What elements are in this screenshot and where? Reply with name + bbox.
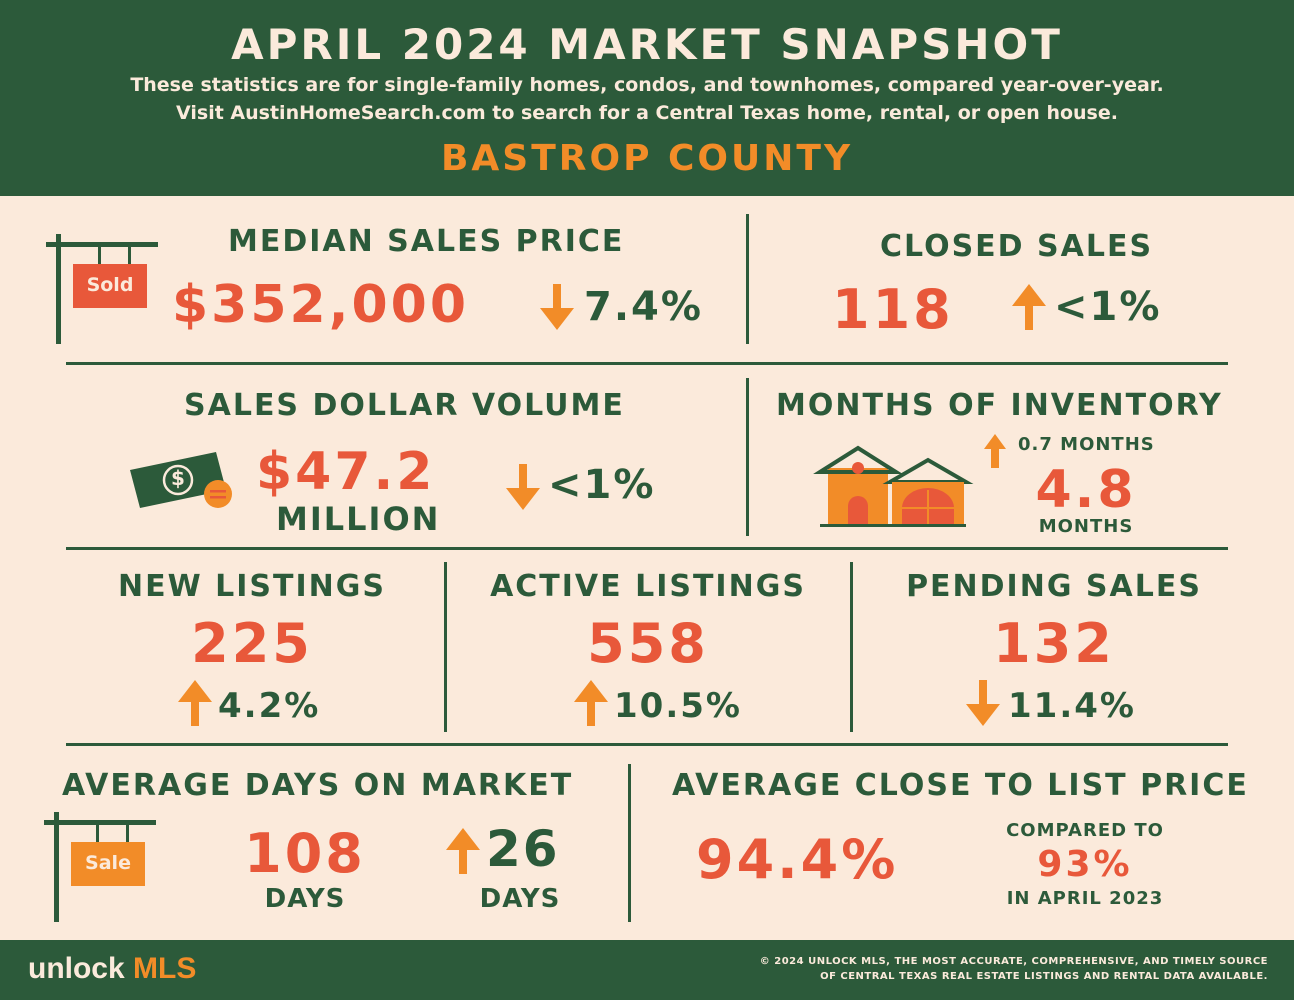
- pending-sales-label: PENDING SALES: [906, 569, 1202, 604]
- sales-dollar-volume-unit: MILLION: [276, 500, 441, 538]
- average-days-on-market-change-unit: DAYS: [479, 884, 561, 914]
- months-of-inventory-change: 0.7 MONTHS: [1018, 434, 1155, 455]
- months-of-inventory-value: 4.8: [1035, 460, 1137, 520]
- divider: [628, 764, 631, 922]
- median-sales-price-label: MEDIAN SALES PRICE: [228, 224, 625, 259]
- median-sales-price-change: 7.4%: [584, 284, 703, 330]
- new-listings-change: 4.2%: [218, 686, 321, 726]
- arrow-up-icon: [446, 828, 480, 874]
- page-title: APRIL 2024 MARKET SNAPSHOT: [231, 20, 1063, 69]
- average-days-on-market-unit: DAYS: [264, 884, 346, 914]
- closed-sales-change: <1%: [1054, 284, 1162, 330]
- divider: [850, 562, 853, 732]
- copyright-notice: © 2024 UNLOCK MLS, THE MOST ACCURATE, CO…: [708, 954, 1268, 984]
- active-listings-value: 558: [587, 612, 709, 675]
- sale-sign-text: Sale: [85, 852, 131, 874]
- sales-dollar-volume-value: $47.2: [256, 442, 436, 502]
- house-icon: [813, 445, 974, 527]
- average-close-to-list-value: 94.4%: [696, 828, 899, 891]
- arrow-up-icon: [984, 434, 1006, 468]
- closed-sales-label: CLOSED SALES: [880, 229, 1154, 264]
- unlock-mls-logo: unlock MLS: [28, 952, 196, 986]
- arrow-down-icon: [966, 680, 1000, 726]
- subtitle-line-2: Visit AustinHomeSearch.com to search for…: [176, 102, 1118, 124]
- months-of-inventory-label: MONTHS OF INVENTORY: [776, 388, 1223, 423]
- active-listings-change: 10.5%: [614, 686, 742, 726]
- arrow-up-icon: [1012, 284, 1046, 330]
- logo-text-mls: MLS: [133, 952, 197, 985]
- header-banner: APRIL 2024 MARKET SNAPSHOT These statist…: [0, 0, 1294, 196]
- logo-text-unlock: unlock: [28, 952, 134, 985]
- closed-sales-value: 118: [832, 278, 954, 341]
- dollar-bill-icon: [130, 452, 232, 508]
- sales-dollar-volume-change: <1%: [548, 462, 656, 508]
- divider: [746, 214, 749, 344]
- subtitle-line-1: These statistics are for single-family h…: [130, 74, 1164, 96]
- divider: [66, 743, 1228, 746]
- dollar-symbol: $: [171, 466, 185, 490]
- sales-dollar-volume-label: SALES DOLLAR VOLUME: [184, 388, 625, 423]
- arrow-down-icon: [506, 464, 540, 510]
- pending-sales-change: 11.4%: [1008, 686, 1136, 726]
- copyright-line-1: © 2024 UNLOCK MLS, THE MOST ACCURATE, CO…: [759, 956, 1268, 967]
- average-days-on-market-change: 26: [486, 820, 560, 878]
- average-days-on-market-label: AVERAGE DAYS ON MARKET: [62, 768, 574, 803]
- new-listings-value: 225: [191, 612, 313, 675]
- sale-sign-icon: [44, 812, 156, 922]
- sold-sign-text: Sold: [86, 274, 134, 296]
- county-name: BASTROP COUNTY: [440, 138, 854, 179]
- divider: [66, 362, 1228, 365]
- compared-value: 93%: [1037, 844, 1133, 885]
- sold-sign-icon: [46, 234, 158, 344]
- divider: [444, 562, 447, 732]
- active-listings-label: ACTIVE LISTINGS: [490, 569, 806, 604]
- arrow-up-icon: [178, 680, 212, 726]
- pending-sales-value: 132: [993, 612, 1115, 675]
- average-days-on-market-value: 108: [244, 822, 366, 885]
- average-close-to-list-label: AVERAGE CLOSE TO LIST PRICE: [672, 768, 1249, 803]
- divider: [746, 378, 749, 536]
- new-listings-label: NEW LISTINGS: [118, 569, 386, 604]
- arrow-down-icon: [540, 284, 574, 330]
- months-of-inventory-unit: MONTHS: [1038, 516, 1134, 537]
- compared-to-label: COMPARED TO: [1006, 820, 1164, 841]
- copyright-line-2: OF CENTRAL TEXAS REAL ESTATE LISTINGS AN…: [820, 971, 1268, 982]
- median-sales-price-value: $352,000: [172, 275, 470, 335]
- compared-period: IN APRIL 2023: [1006, 888, 1164, 909]
- footer: unlock MLS © 2024 UNLOCK MLS, THE MOST A…: [0, 940, 1294, 1000]
- divider: [66, 547, 1228, 550]
- arrow-up-icon: [574, 680, 608, 726]
